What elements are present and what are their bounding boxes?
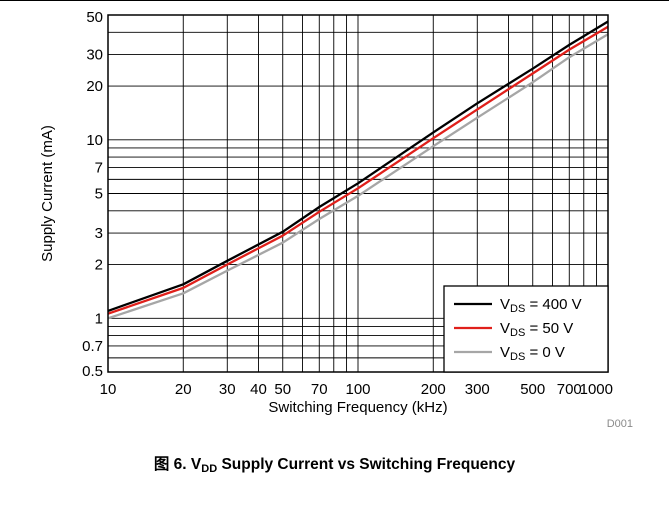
legend: VDS = 400 V VDS = 50 V VDS = 0 V bbox=[443, 285, 609, 373]
x-tick-label: 1000 bbox=[580, 381, 613, 398]
x-tick-label: 30 bbox=[219, 381, 236, 398]
y-tick-labels: 0.5 0.7 1 2 3 5 7 10 20 30 50 bbox=[82, 9, 103, 380]
x-axis-title: Switching Frequency (kHz) bbox=[268, 399, 447, 416]
y-tick-label: 20 bbox=[86, 78, 103, 95]
x-tick-label: 200 bbox=[421, 381, 446, 398]
legend-label: VDS = 0 V bbox=[500, 344, 565, 363]
caption-subscript: DD bbox=[201, 463, 218, 475]
x-tick-label: 50 bbox=[274, 381, 291, 398]
x-tick-label: 10 bbox=[100, 381, 117, 398]
figure-caption: 图 6. VDD Supply Current vs Switching Fre… bbox=[0, 452, 669, 475]
x-tick-label: 500 bbox=[520, 381, 545, 398]
series-line bbox=[107, 20, 609, 312]
series-lines bbox=[107, 20, 609, 320]
plot-frame bbox=[107, 14, 609, 373]
x-tick-label: 40 bbox=[250, 381, 267, 398]
y-tick-label: 30 bbox=[86, 47, 103, 64]
y-tick-label: 50 bbox=[86, 9, 103, 26]
y-tick-label: 1 bbox=[95, 310, 103, 327]
y-tick-label: 0.7 bbox=[82, 338, 103, 355]
caption-rest: Supply Current vs Switching Frequency bbox=[217, 456, 516, 473]
series-line bbox=[107, 25, 609, 315]
x-tick-label: 700 bbox=[557, 381, 582, 398]
y-tick-label: 5 bbox=[95, 186, 103, 203]
caption-prefix: 图 6. V bbox=[153, 456, 202, 473]
y-tick-label: 10 bbox=[86, 132, 103, 149]
y-tick-label: 0.5 bbox=[82, 363, 103, 380]
x-tick-label: 100 bbox=[345, 381, 370, 398]
series-line bbox=[107, 33, 609, 320]
x-tick-label: 70 bbox=[311, 381, 328, 398]
top-rule bbox=[0, 0, 669, 1]
y-tick-label: 3 bbox=[95, 225, 103, 242]
x-tick-label: 300 bbox=[465, 381, 490, 398]
legend-label: VDS = 50 V bbox=[500, 320, 573, 339]
y-axis-title: Supply Current (mA) bbox=[39, 125, 56, 262]
legend-label: VDS = 400 V bbox=[500, 296, 582, 315]
y-tick-label: 7 bbox=[95, 159, 103, 176]
y-tick-label: 2 bbox=[95, 257, 103, 274]
x-tick-label: 20 bbox=[175, 381, 192, 398]
figure-id: D001 bbox=[607, 418, 633, 430]
